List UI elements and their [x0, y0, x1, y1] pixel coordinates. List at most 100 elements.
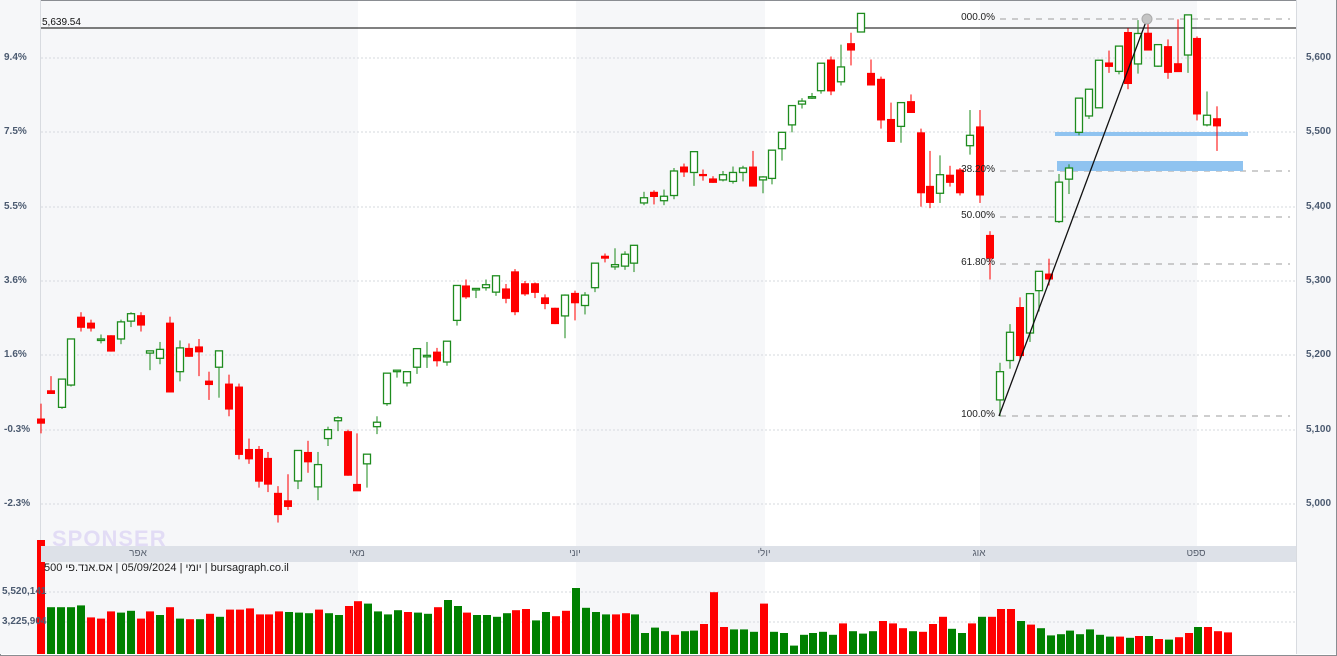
volume-bar: [631, 614, 639, 654]
price-tick-label: 5,400: [1306, 201, 1332, 212]
candle-up: [1153, 43, 1163, 67]
volume-bar: [839, 623, 847, 654]
candle-down: [521, 283, 529, 295]
volume-bar: [166, 607, 174, 654]
volume-bar: [67, 607, 75, 654]
candle-down: [304, 451, 312, 463]
candle-up: [1084, 88, 1094, 117]
candle-down: [551, 307, 559, 325]
fib-level-label: 38.20%: [961, 164, 995, 175]
volume-bar: [542, 612, 550, 654]
candle-up: [57, 378, 67, 409]
volume-bar: [750, 631, 758, 654]
candle-up: [1064, 167, 1074, 180]
volume-bar: [473, 615, 481, 654]
candle-down: [601, 255, 609, 259]
volume-bar: [434, 607, 442, 654]
volume-bar: [1076, 634, 1084, 654]
volume-bar: [1135, 636, 1143, 654]
month-label: מאי: [349, 548, 365, 559]
volume-bar: [671, 634, 679, 654]
candle-down: [344, 431, 352, 476]
percent-axis: [0, 0, 41, 654]
candle-up: [362, 453, 372, 465]
price-tick-label: 5,000: [1306, 498, 1332, 509]
candle-up: [1054, 181, 1064, 223]
candle-down: [887, 118, 895, 142]
price-tick-label: 5,300: [1306, 275, 1332, 286]
candle-up: [896, 101, 906, 128]
volume-bar: [503, 613, 511, 654]
candle-down: [87, 322, 95, 329]
candle-up: [787, 104, 797, 126]
candle-down: [926, 185, 934, 203]
volume-bar: [384, 614, 392, 654]
percent-tick-label: 9.4%: [4, 52, 27, 63]
volume-bar: [800, 634, 808, 654]
volume-bar: [552, 616, 560, 654]
candle-up: [560, 294, 570, 317]
candle-up: [126, 313, 136, 322]
volume-bar: [424, 613, 432, 654]
volume-bar: [305, 613, 313, 654]
volume-bar: [532, 620, 540, 654]
candle-down: [1144, 32, 1152, 51]
candle-down: [749, 166, 757, 187]
candle-up: [836, 66, 846, 83]
volume-bar: [988, 616, 996, 654]
month-label: יולי: [757, 548, 771, 559]
candle-up: [1074, 97, 1084, 133]
candle-up: [422, 354, 432, 358]
volume-bar: [1155, 639, 1163, 654]
candle-up: [145, 350, 155, 354]
candle-up: [807, 96, 817, 99]
volume-bar: [1027, 624, 1035, 654]
volume-bar: [849, 631, 857, 654]
volume-bar: [285, 612, 293, 654]
candle-up: [935, 174, 945, 194]
volume-bar: [206, 613, 214, 654]
volume-bar: [1224, 632, 1232, 654]
candle-down: [1124, 31, 1132, 85]
volume-bar: [562, 610, 570, 654]
candle-up: [610, 263, 620, 268]
candle-up: [659, 195, 669, 202]
volume-bar: [1214, 631, 1222, 654]
price-axis: [1296, 0, 1336, 654]
candle-down: [709, 178, 717, 183]
volume-bar: [929, 624, 937, 654]
volume-bar: [948, 628, 956, 654]
candle-down: [433, 351, 441, 362]
candle-down: [1105, 62, 1113, 67]
volume-bar: [939, 616, 947, 654]
volume-bar: [364, 603, 372, 654]
month-axis: [41, 546, 1296, 562]
volume-bar: [1086, 629, 1094, 654]
candle-down: [77, 316, 85, 328]
volume-bar: [345, 606, 353, 654]
candle-up: [1094, 59, 1104, 109]
candle-up: [214, 350, 224, 368]
fib-level-label: 100.0%: [961, 409, 995, 420]
candle-down: [867, 72, 875, 86]
candle-up: [797, 100, 807, 105]
candle-down: [511, 271, 519, 313]
volume-bar: [997, 609, 1005, 654]
volume-bar: [57, 607, 65, 654]
volume-bar: [909, 631, 917, 654]
volume-tick-label: 5,520,141: [2, 586, 47, 597]
candle-up: [116, 321, 126, 340]
candle-up: [718, 174, 728, 181]
candle-up: [728, 171, 738, 183]
volume-bar: [612, 614, 620, 654]
candle-down: [195, 346, 203, 353]
candle-up: [392, 369, 402, 373]
volume-bar: [582, 607, 590, 654]
candle-down: [37, 418, 45, 424]
volume-bar: [137, 618, 145, 654]
month-label: יוני: [569, 548, 581, 559]
volume-bar: [1037, 628, 1045, 654]
candle-down: [531, 283, 539, 293]
volume-bar: [1017, 621, 1025, 654]
